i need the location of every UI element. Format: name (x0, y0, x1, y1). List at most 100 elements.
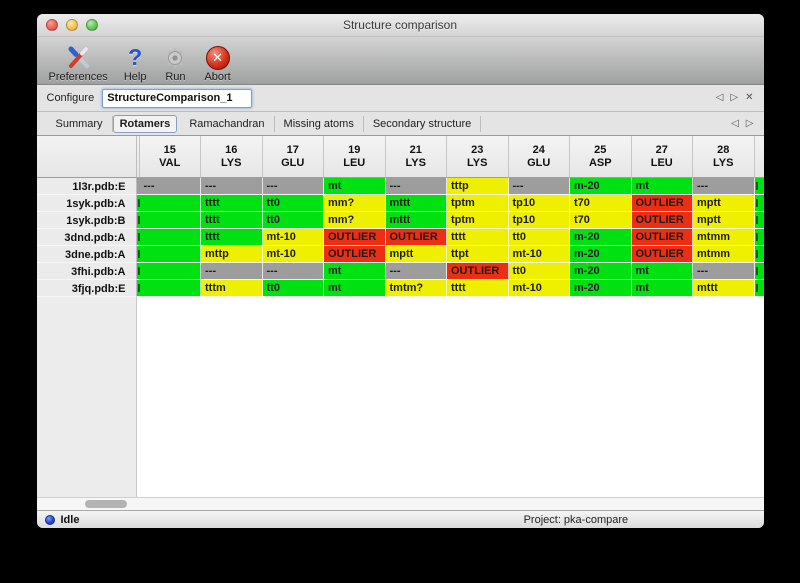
rotamer-cell[interactable]: OUTLIER (447, 263, 509, 280)
rotamer-cell[interactable]: mttt (385, 212, 447, 229)
prev-config-icon[interactable]: ◁ (715, 92, 724, 103)
rotamer-cell[interactable]: mt (631, 178, 693, 195)
rotamer-cell[interactable] (139, 280, 201, 297)
rotamer-cell[interactable]: mt (631, 263, 693, 280)
rotamer-cell[interactable]: --- (385, 263, 447, 280)
rotamer-cell[interactable]: mtmm (693, 229, 755, 246)
partial-cell[interactable] (136, 212, 140, 229)
rotamer-cell[interactable]: --- (201, 178, 263, 195)
partial-cell[interactable] (754, 280, 764, 297)
abort-button[interactable]: ✕ Abort (204, 38, 231, 84)
rotamer-cell[interactable]: --- (139, 178, 201, 195)
rotamer-cell[interactable]: tttt (447, 280, 509, 297)
rotamer-cell[interactable]: mttt (385, 195, 447, 212)
rotamer-cell[interactable] (139, 195, 201, 212)
partial-cell[interactable] (754, 263, 764, 280)
rotamer-cell[interactable]: mm? (324, 212, 386, 229)
partial-cell[interactable] (754, 229, 764, 246)
rotamer-cell[interactable]: OUTLIER (631, 195, 693, 212)
horizontal-scrollbar[interactable] (36, 497, 764, 510)
preferences-button[interactable]: Preferences (49, 38, 108, 84)
partial-cell[interactable] (754, 246, 764, 263)
rotamer-cell[interactable]: mt (324, 280, 386, 297)
rotamer-cell[interactable]: m-20 (570, 229, 632, 246)
tab-ramachandran[interactable]: Ramachandran (180, 115, 275, 132)
rotamer-cell[interactable]: mptt (385, 246, 447, 263)
rotamer-cell[interactable]: tttm (201, 280, 263, 297)
rotamer-cell[interactable]: m-20 (570, 246, 632, 263)
rotamer-cell[interactable]: OUTLIER (385, 229, 447, 246)
rotamer-cell[interactable]: OUTLIER (631, 229, 693, 246)
partial-cell[interactable] (136, 229, 140, 246)
rotamer-cell[interactable]: mt (631, 280, 693, 297)
rotamer-cell[interactable]: m-20 (570, 280, 632, 297)
partial-cell[interactable] (754, 212, 764, 229)
tab-summary[interactable]: Summary (47, 115, 113, 132)
next-config-icon[interactable]: ▷ (730, 92, 739, 103)
rotamer-cell[interactable]: mt-10 (508, 280, 570, 297)
rotamer-cell[interactable]: tmtm? (385, 280, 447, 297)
minimize-window-button[interactable] (65, 19, 78, 31)
rotamer-cell[interactable]: tp10 (508, 212, 570, 229)
rotamer-cell[interactable]: mt (324, 178, 386, 195)
rotamer-cell[interactable]: tttt (201, 229, 263, 246)
rotamer-cell[interactable]: mt-10 (262, 246, 324, 263)
rotamer-cell[interactable]: OUTLIER (631, 212, 693, 229)
help-button[interactable]: ? Help (124, 38, 147, 84)
rotamer-cell[interactable]: mt-10 (508, 246, 570, 263)
rotamer-cell[interactable]: --- (693, 263, 755, 280)
rotamer-cell[interactable] (139, 246, 201, 263)
rotamer-cell[interactable]: tt0 (508, 263, 570, 280)
rotamer-cell[interactable]: mptt (693, 212, 755, 229)
rotamer-cell[interactable]: mm? (324, 195, 386, 212)
run-button[interactable]: Run (162, 38, 188, 84)
tab-missing-atoms[interactable]: Missing atoms (275, 115, 364, 132)
close-config-icon[interactable]: ✕ (745, 92, 754, 103)
rotamer-cell[interactable]: --- (262, 263, 324, 280)
rotamer-cell[interactable]: --- (508, 178, 570, 195)
partial-cell[interactable] (754, 195, 764, 212)
rotamer-cell[interactable]: mptt (693, 195, 755, 212)
next-tab-icon[interactable]: ▷ (745, 117, 754, 129)
partial-cell[interactable] (136, 195, 140, 212)
close-window-button[interactable] (45, 19, 58, 31)
partial-cell[interactable] (136, 263, 140, 280)
partial-cell[interactable] (136, 280, 140, 297)
rotamer-cell[interactable]: t70 (570, 195, 632, 212)
rotamer-cell[interactable]: OUTLIER (324, 229, 386, 246)
configure-name-input[interactable] (102, 88, 253, 108)
rotamer-cell[interactable]: mtmm (693, 246, 755, 263)
rotamer-cell[interactable] (139, 212, 201, 229)
rotamer-cell[interactable]: tp10 (508, 195, 570, 212)
rotamer-cell[interactable]: --- (385, 178, 447, 195)
rotamer-cell[interactable]: m-20 (570, 263, 632, 280)
rotamer-cell[interactable]: mttt (693, 280, 755, 297)
rotamer-cell[interactable]: mt-10 (262, 229, 324, 246)
partial-cell[interactable] (754, 178, 764, 195)
rotamer-cell[interactable]: m-20 (570, 178, 632, 195)
tab-secondary-structure[interactable]: Secondary structure (364, 115, 482, 132)
rotamer-cell[interactable]: --- (693, 178, 755, 195)
rotamer-cell[interactable]: tttt (201, 212, 263, 229)
tab-rotamers[interactable]: Rotamers (112, 114, 178, 133)
rotamer-cell[interactable]: ttpt (447, 246, 509, 263)
prev-tab-icon[interactable]: ◁ (731, 117, 739, 129)
rotamer-cell[interactable]: --- (262, 178, 324, 195)
rotamer-cell[interactable]: tttt (447, 229, 509, 246)
zoom-window-button[interactable] (85, 19, 98, 31)
rotamer-cell[interactable]: tptm (447, 195, 509, 212)
rotamer-cell[interactable]: tptm (447, 212, 509, 229)
rotamer-cell[interactable] (139, 229, 201, 246)
rotamer-cell[interactable]: mt (324, 263, 386, 280)
rotamer-cell[interactable]: OUTLIER (631, 246, 693, 263)
rotamer-cell[interactable]: t70 (570, 212, 632, 229)
rotamer-cell[interactable]: tt0 (508, 229, 570, 246)
partial-cell[interactable] (136, 246, 140, 263)
scrollbar-thumb[interactable] (84, 500, 127, 508)
rotamer-cell[interactable]: mttp (201, 246, 263, 263)
rotamer-cell[interactable] (139, 263, 201, 280)
rotamer-cell[interactable]: OUTLIER (324, 246, 386, 263)
rotamer-cell[interactable]: tt0 (262, 280, 324, 297)
rotamer-cell[interactable]: tttp (447, 178, 509, 195)
rotamer-cell[interactable]: tttt (201, 195, 263, 212)
